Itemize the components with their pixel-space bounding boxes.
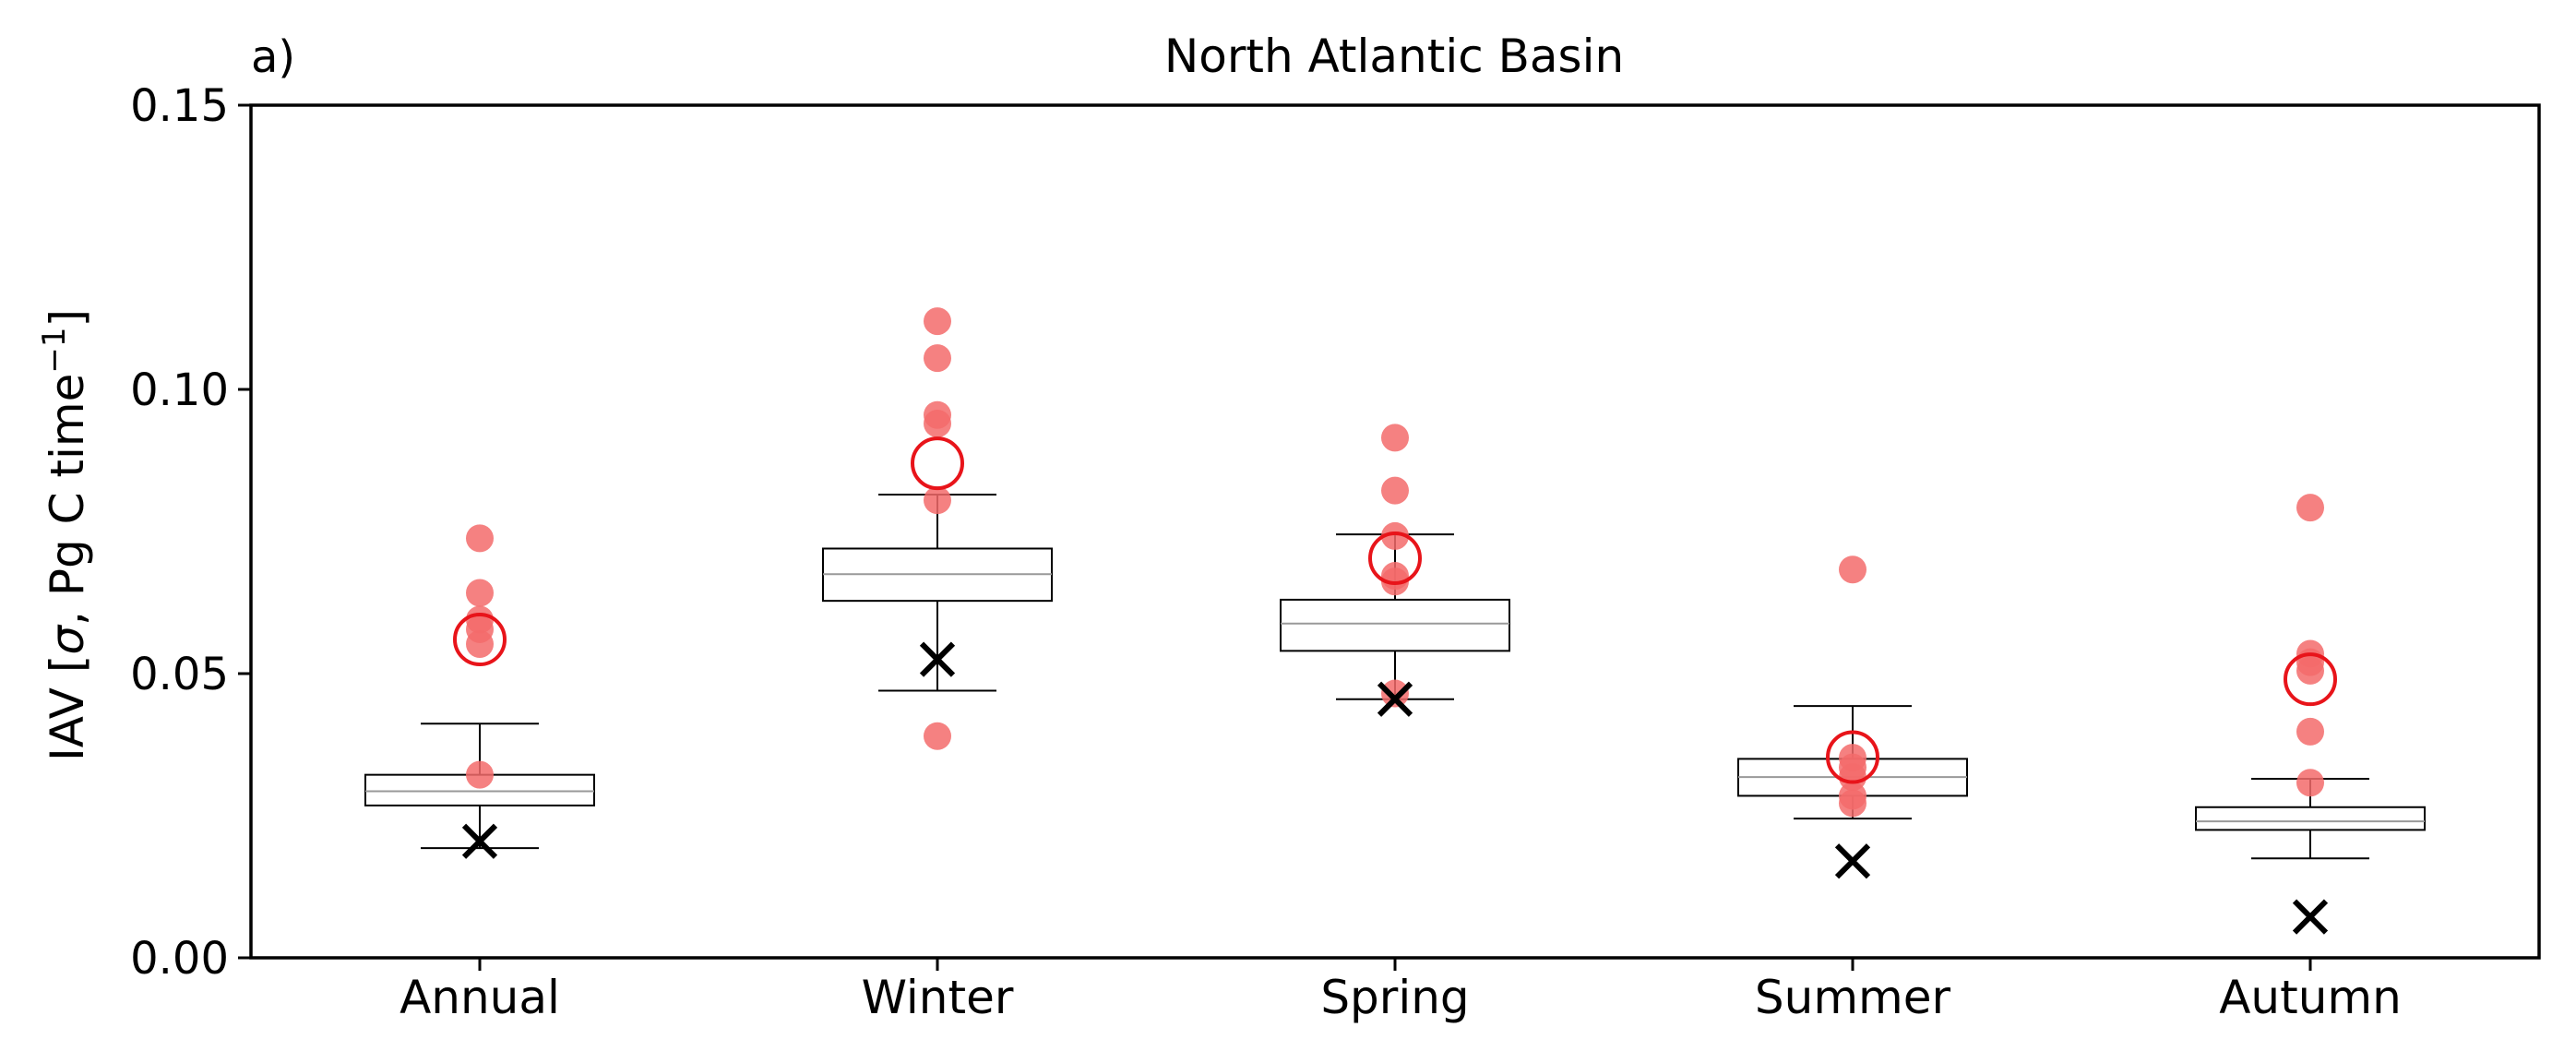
y-axis-label-superscript: −1 — [36, 327, 73, 373]
x-tick-label: Annual — [400, 971, 560, 1024]
y-axis-label-sigma: σ — [41, 625, 94, 655]
red-dot — [1381, 521, 1409, 550]
x-tick-label: Spring — [1320, 971, 1469, 1024]
box — [2195, 806, 2426, 831]
x-tick-label: Winter — [862, 971, 1014, 1024]
x-tick-label: Summer — [1755, 971, 1951, 1024]
red-dot — [2296, 494, 2324, 522]
y-tick-label: 0.10 — [130, 364, 229, 416]
red-dot — [2296, 656, 2324, 685]
y-tick-label: 0.05 — [130, 649, 229, 700]
red-circle-marker — [911, 436, 964, 491]
box — [364, 773, 595, 806]
red-circle-marker — [2284, 652, 2337, 707]
y-tick-label: 0.00 — [130, 933, 229, 985]
red-dot — [2296, 769, 2324, 797]
y-axis-label: IAV [σ, Pg C time−1] — [36, 309, 94, 761]
plot-area: 0.00 0.05 0.10 0.15 Annual Winter Spring Summer… — [130, 80, 2426, 1024]
red-circle-marker — [1368, 531, 1422, 585]
red-circle-marker — [453, 613, 507, 667]
red-dot — [466, 579, 494, 607]
y-tick-label: 0.15 — [130, 80, 229, 132]
red-circle-marker — [1826, 730, 1879, 784]
red-dot — [1839, 789, 1866, 818]
axes-frame — [249, 103, 2541, 960]
red-dot — [924, 486, 951, 515]
chart-title: North Atlantic Basin — [1164, 30, 1624, 83]
y-axis-label-suffix: ] — [41, 309, 94, 328]
red-dot — [466, 629, 494, 658]
red-dot — [1381, 476, 1409, 505]
red-dot — [924, 409, 951, 437]
x-tick-label: Autumn — [2219, 971, 2402, 1024]
x-marker — [2292, 899, 2329, 935]
red-dot — [924, 722, 951, 750]
panel-label: a) — [251, 31, 295, 83]
red-dot — [1381, 424, 1409, 452]
x-marker — [919, 641, 956, 677]
x-marker — [1377, 681, 1413, 717]
red-dot — [466, 760, 494, 789]
red-dot — [2296, 717, 2324, 746]
red-dot — [466, 524, 494, 553]
red-dot — [924, 307, 951, 336]
x-marker — [1834, 843, 1871, 879]
y-axis-label-prefix: IAV [ — [41, 655, 94, 761]
red-dot — [924, 344, 951, 373]
box — [1280, 598, 1510, 652]
red-dot — [1381, 679, 1409, 708]
y-axis-label-middle: , Pg C time — [41, 374, 94, 626]
x-marker — [461, 823, 498, 859]
red-dot — [1839, 555, 1866, 584]
